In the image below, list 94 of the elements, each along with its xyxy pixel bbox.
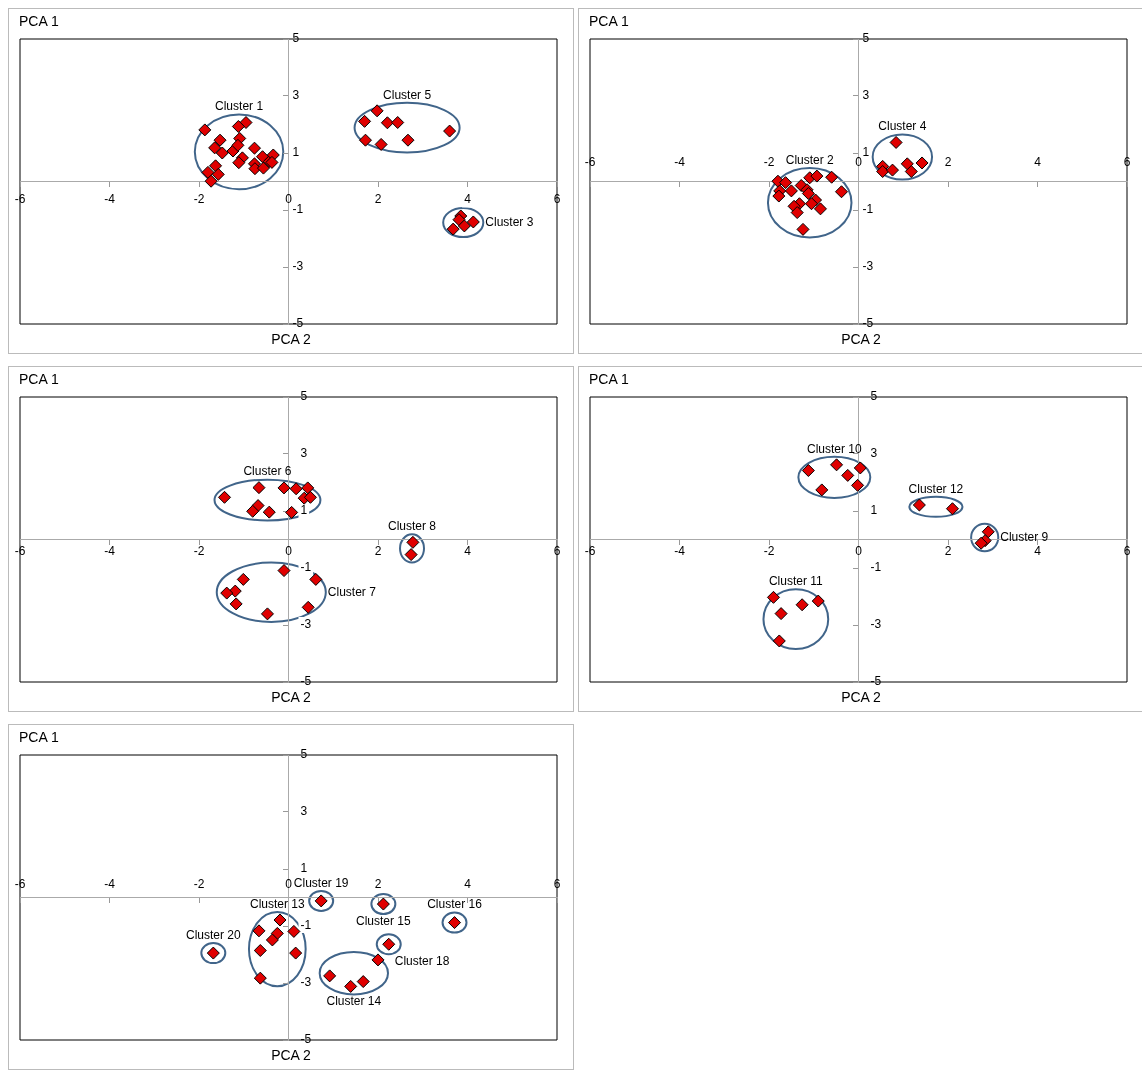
x-tick-label: 0	[285, 192, 293, 207]
series-label: Cluster 4	[878, 119, 927, 134]
y-tick-label: 3	[870, 445, 878, 460]
y-tick-label: 1	[300, 860, 308, 875]
y-tick-label: -1	[300, 559, 312, 574]
y-tick-label: -1	[292, 201, 304, 216]
x-tick-label: 6	[1123, 155, 1131, 170]
series-label: Cluster 8	[388, 519, 437, 534]
y-tick-label: -3	[300, 616, 312, 631]
y-tick-label: -5	[300, 673, 312, 688]
x-tick-label: -6	[14, 877, 26, 892]
series-label: Cluster 9	[1000, 529, 1049, 544]
y-tick-label: -1	[862, 201, 874, 216]
y-tick-label: -3	[292, 258, 304, 273]
x-tick-label: -4	[104, 877, 116, 892]
x-tick-label: -6	[14, 192, 26, 207]
y-tick-label: 3	[292, 87, 300, 102]
x-tick-label: 0	[855, 544, 863, 559]
x-axis-title: PCA 2	[270, 331, 312, 347]
x-tick-label: -4	[674, 155, 686, 170]
y-tick-label: -5	[292, 315, 304, 330]
x-axis-title: PCA 2	[840, 331, 882, 347]
y-axis-title: PCA 1	[588, 371, 630, 389]
series-label: Cluster 11	[768, 574, 824, 589]
y-axis-title: PCA 1	[18, 371, 60, 389]
series-label: Cluster 15	[356, 913, 412, 928]
x-tick-label: 2	[374, 192, 382, 207]
y-tick-label: -3	[300, 974, 312, 989]
x-tick-label: 0	[285, 544, 293, 559]
x-tick-label: -2	[193, 877, 205, 892]
y-tick-label: 1	[862, 144, 870, 159]
x-tick-label: 4	[1034, 155, 1042, 170]
y-tick-label: -3	[870, 616, 882, 631]
series-label: Cluster 3	[485, 214, 534, 229]
y-tick-label: -3	[862, 258, 874, 273]
series-label: Cluster 5	[383, 87, 432, 102]
y-tick-label: -1	[300, 917, 312, 932]
y-tick-label: 1	[292, 144, 300, 159]
series-label: Cluster 19	[293, 875, 349, 890]
y-tick-label: 5	[870, 388, 878, 403]
x-tick-label: 6	[553, 192, 561, 207]
x-tick-label: -2	[193, 544, 205, 559]
y-tick-label: -5	[870, 673, 882, 688]
y-tick-label: 1	[300, 502, 308, 517]
x-tick-label: 6	[1123, 544, 1131, 559]
series-label: Cluster 1	[215, 99, 264, 114]
series-label: Cluster 20	[185, 927, 241, 942]
x-tick-label: 0	[285, 877, 293, 892]
series-label: Cluster 18	[394, 954, 450, 969]
y-tick-label: 5	[862, 30, 870, 45]
series-label: Cluster 16	[427, 897, 483, 912]
x-axis-title: PCA 2	[840, 689, 882, 705]
y-tick-label: 3	[862, 87, 870, 102]
y-axis-title: PCA 1	[588, 13, 630, 31]
series-label: Cluster 12	[908, 481, 964, 496]
x-tick-label: -6	[584, 155, 596, 170]
x-tick-label: -2	[763, 155, 775, 170]
x-tick-label: 0	[855, 155, 863, 170]
y-tick-label: -5	[862, 315, 874, 330]
y-tick-label: -1	[870, 559, 882, 574]
x-tick-label: 2	[374, 544, 382, 559]
x-tick-label: 4	[464, 544, 472, 559]
y-axis-title: PCA 1	[18, 13, 60, 31]
x-tick-label: -4	[104, 544, 116, 559]
x-tick-label: 4	[464, 877, 472, 892]
x-tick-label: 6	[553, 544, 561, 559]
x-tick-label: -2	[763, 544, 775, 559]
y-tick-label: 3	[300, 803, 308, 818]
y-tick-label: 5	[300, 746, 308, 761]
x-tick-label: 4	[1034, 544, 1042, 559]
x-tick-label: -4	[104, 192, 116, 207]
x-tick-label: -4	[674, 544, 686, 559]
x-tick-label: 6	[553, 877, 561, 892]
x-axis-title: PCA 2	[270, 689, 312, 705]
y-axis-title: PCA 1	[18, 729, 60, 747]
series-label: Cluster 13	[249, 896, 305, 911]
series-label: Cluster 14	[326, 994, 382, 1009]
series-label: Cluster 7	[327, 584, 377, 599]
series-label: Cluster 10	[806, 441, 863, 456]
x-tick-label: -2	[193, 192, 205, 207]
x-axis-title: PCA 2	[270, 1047, 312, 1063]
x-tick-label: -6	[14, 544, 26, 559]
y-tick-label: -5	[300, 1031, 312, 1046]
y-tick-label: 3	[300, 445, 308, 460]
x-tick-label: 2	[944, 544, 952, 559]
x-tick-label: -6	[584, 544, 596, 559]
series-label: Cluster 2	[785, 152, 835, 167]
x-tick-label: 2	[944, 155, 952, 170]
y-tick-label: 5	[300, 388, 308, 403]
series-label: Cluster 6	[243, 464, 292, 479]
y-tick-label: 1	[870, 502, 878, 517]
x-tick-label: 2	[374, 877, 382, 892]
y-tick-label: 5	[292, 30, 300, 45]
x-tick-label: 4	[464, 192, 472, 207]
